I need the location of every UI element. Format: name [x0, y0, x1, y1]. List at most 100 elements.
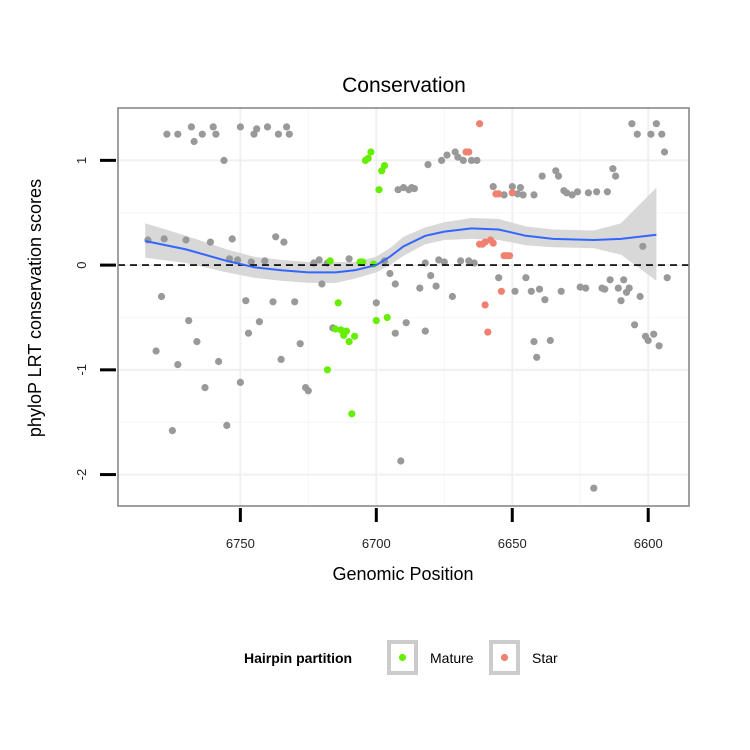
data-point-other: [489, 183, 497, 191]
data-point-other: [467, 156, 476, 164]
data-point-mature: [337, 326, 345, 334]
data-point-other: [459, 156, 467, 164]
data-point-other: [639, 242, 647, 250]
legend-label-star: Star: [532, 650, 558, 666]
data-point-star: [505, 252, 514, 260]
data-point-other: [234, 256, 242, 264]
data-point-other: [448, 292, 456, 301]
data-point-other: [201, 384, 209, 392]
data-point-star: [484, 328, 492, 336]
data-point-other: [584, 189, 593, 197]
x-tick-label: 6700: [362, 536, 391, 551]
data-point-other: [647, 130, 655, 138]
data-point-other: [614, 284, 622, 292]
data-point-other: [435, 256, 443, 264]
y-tick-label: -1: [74, 364, 89, 376]
data-point-other: [546, 336, 554, 345]
data-point-other: [438, 156, 446, 164]
data-point-other: [538, 172, 546, 180]
data-point-other: [628, 120, 636, 128]
data-point-other: [402, 319, 410, 327]
data-point-other: [185, 317, 193, 325]
data-point-star: [497, 287, 505, 295]
data-point-other: [609, 165, 617, 173]
data-point-other: [247, 258, 255, 266]
data-point-star: [476, 120, 484, 128]
data-point-other: [174, 130, 182, 138]
data-point-other: [508, 183, 516, 191]
data-point-other: [514, 190, 522, 198]
x-axis-title: Genomic Position: [332, 564, 473, 584]
data-point-mature: [323, 366, 331, 374]
data-point-other: [416, 284, 424, 292]
data-point-other: [193, 338, 201, 346]
data-point-other: [516, 184, 525, 192]
data-point-other: [432, 282, 440, 290]
data-point-mature: [345, 338, 353, 346]
data-point-other: [285, 130, 293, 138]
data-point-other: [612, 172, 620, 180]
data-point-other: [269, 298, 277, 306]
smooth-trend-line: [144, 227, 657, 274]
data-point-other: [454, 153, 462, 161]
data-point-other: [410, 185, 418, 193]
data-point-mature: [380, 162, 389, 170]
data-point-other: [212, 130, 220, 138]
y-axis-title: phyloP LRT conservation scores: [25, 179, 45, 437]
legend-swatch-star: [500, 653, 509, 662]
data-point-other: [372, 299, 380, 307]
data-point-other: [220, 156, 228, 164]
data-point-other: [633, 130, 641, 138]
data-point-other: [603, 188, 612, 196]
data-point-other: [318, 280, 326, 288]
data-point-other: [296, 340, 304, 348]
data-point-other: [554, 172, 563, 180]
data-point-other: [473, 156, 481, 164]
data-point-other: [457, 257, 465, 265]
legend-key-star: [489, 640, 520, 675]
data-point-other: [440, 258, 448, 266]
x-tick-label: 6750: [226, 536, 255, 551]
data-point-other: [399, 184, 408, 192]
data-point-other: [198, 130, 206, 138]
panel-border: [117, 107, 690, 507]
panel-background: [118, 108, 689, 506]
data-point-other: [576, 283, 584, 291]
x-tick-label: 6600: [634, 536, 663, 551]
data-point-other: [655, 342, 663, 350]
data-point-other: [644, 336, 652, 345]
data-point-other: [593, 188, 601, 196]
data-point-other: [160, 235, 168, 243]
data-point-other: [255, 318, 263, 326]
data-point-other: [345, 255, 353, 263]
data-point-mature: [375, 186, 383, 194]
data-point-other: [535, 285, 544, 293]
data-point-other: [636, 292, 644, 301]
data-point-other: [511, 287, 519, 295]
legend-label-mature: Mature: [430, 650, 474, 666]
data-point-mature: [326, 257, 334, 265]
data-point-other: [182, 236, 190, 244]
data-point-other: [261, 257, 269, 265]
data-point-other: [277, 355, 285, 363]
data-point-mature: [372, 317, 380, 325]
plot-panel: [117, 107, 690, 507]
data-point-other: [291, 298, 299, 306]
confidence-ribbon: [145, 187, 657, 283]
data-point-other: [658, 130, 666, 138]
data-point-other: [427, 272, 435, 280]
data-point-other: [206, 238, 214, 246]
data-point-other: [253, 125, 261, 133]
data-point-other: [530, 191, 538, 199]
data-point-star: [489, 239, 497, 247]
data-point-other: [582, 284, 590, 292]
data-point-mature: [367, 148, 375, 156]
data-point-other: [187, 123, 195, 131]
data-point-other: [315, 256, 323, 264]
data-point-other: [236, 378, 244, 386]
y-tick-label: -2: [74, 469, 89, 481]
x-tick-label: 6650: [498, 536, 527, 551]
data-point-other: [660, 148, 669, 156]
data-point-other: [152, 347, 160, 355]
